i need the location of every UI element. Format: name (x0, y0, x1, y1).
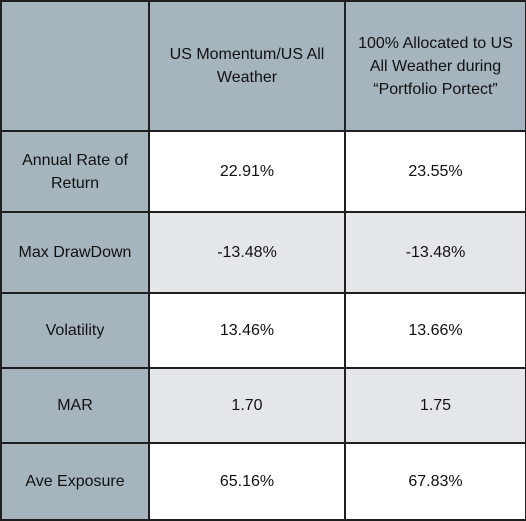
value-cell: 65.16% (148, 442, 346, 521)
value-cell: 13.66% (344, 292, 526, 369)
row-label-annual-return: Annual Rate of Return (0, 130, 150, 213)
header-row: US Momentum/US All Weather 100% Allocate… (0, 0, 526, 132)
table-row: Max DrawDown -13.48% -13.48% (0, 211, 526, 294)
value-cell: 23.55% (344, 130, 526, 213)
row-label-mar: MAR (0, 367, 150, 444)
value-cell: -13.48% (344, 211, 526, 294)
value-cell: 13.46% (148, 292, 346, 369)
row-label-volatility: Volatility (0, 292, 150, 369)
column-header-us-momentum: US Momentum/US All Weather (148, 0, 346, 132)
corner-cell (0, 0, 150, 132)
value-cell: 67.83% (344, 442, 526, 521)
column-header-all-weather: 100% Allocated to US All Weather during … (344, 0, 526, 132)
value-cell: 1.75 (344, 367, 526, 444)
row-label-ave-exposure: Ave Exposure (0, 442, 150, 521)
table-row: Annual Rate of Return 22.91% 23.55% (0, 130, 526, 213)
table-row: MAR 1.70 1.75 (0, 367, 526, 444)
row-label-max-drawdown: Max DrawDown (0, 211, 150, 294)
table-row: Volatility 13.46% 13.66% (0, 292, 526, 369)
table-row: Ave Exposure 65.16% 67.83% (0, 442, 526, 521)
value-cell: -13.48% (148, 211, 346, 294)
value-cell: 1.70 (148, 367, 346, 444)
value-cell: 22.91% (148, 130, 346, 213)
